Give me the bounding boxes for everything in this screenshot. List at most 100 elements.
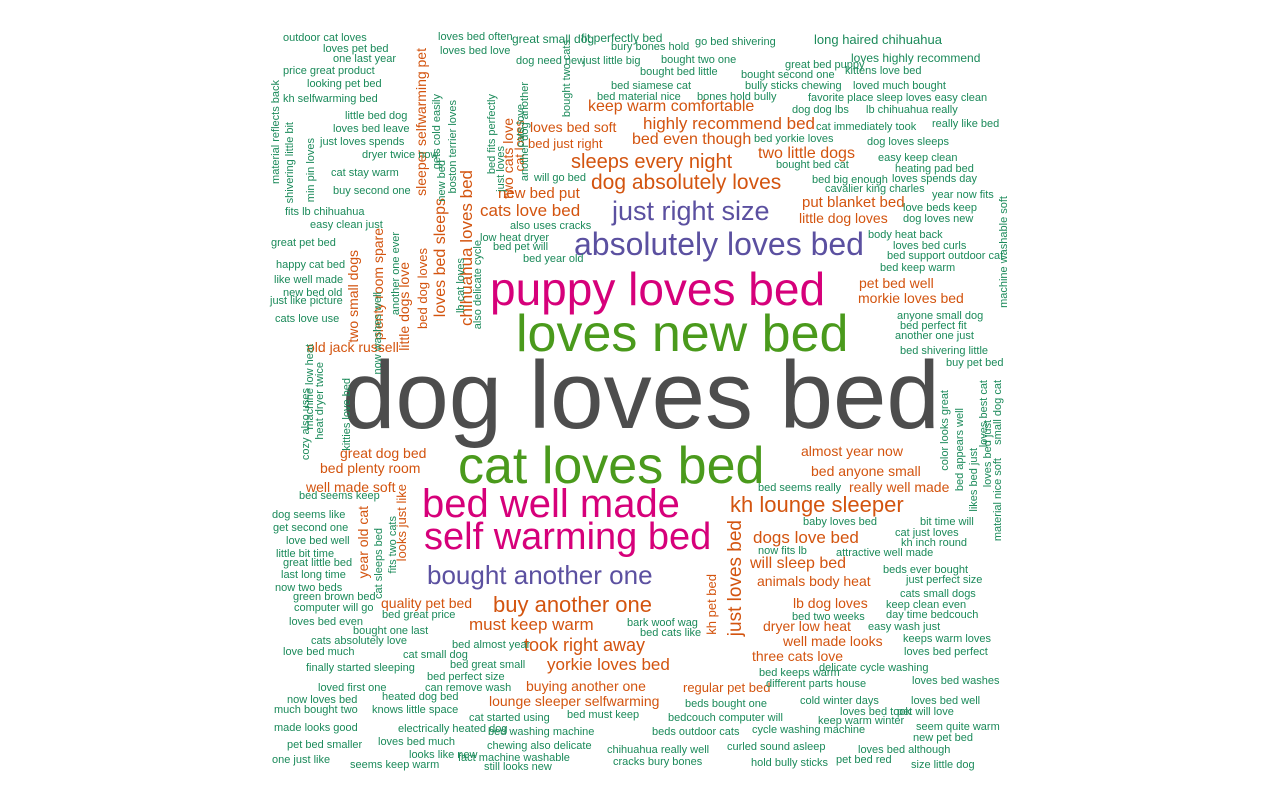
cloud-word: bully sticks chewing	[745, 80, 842, 92]
cloud-word: favorite place sleep loves easy clean	[808, 92, 988, 104]
cloud-word: heated dog bed	[382, 691, 459, 703]
cloud-word: two little dogs	[758, 145, 855, 162]
cloud-word: dog seems like	[272, 509, 346, 521]
cloud-word: attractive well made	[836, 547, 934, 559]
cloud-word: morkie loves bed	[858, 290, 964, 306]
cloud-word: now washes well	[372, 292, 384, 375]
cloud-word: cat immediately took	[816, 121, 917, 133]
cloud-word: fact machine washable	[458, 752, 570, 764]
cloud-word: chewing also delicate	[487, 740, 592, 752]
cloud-word: little bed dog	[345, 110, 408, 122]
cloud-word: bought another one	[427, 560, 653, 590]
cloud-word: little dog loves	[799, 210, 888, 226]
cloud-word: regular pet bed	[683, 680, 771, 695]
cloud-word: now fits lb	[758, 545, 807, 557]
cloud-word: shivering little bit	[284, 122, 296, 204]
cloud-word: bit time will	[920, 516, 974, 528]
cloud-word: bed yorkie loves	[754, 133, 834, 145]
cloud-word: love bed much	[283, 646, 355, 658]
cloud-word: bed must keep	[567, 709, 640, 721]
cloud-word: go bed shivering	[695, 36, 776, 48]
cloud-word: buy second one	[333, 185, 411, 197]
cloud-word: keep warm winter	[818, 715, 905, 727]
cloud-word: bed material nice	[597, 91, 681, 103]
cloud-word: loves bed although	[858, 744, 951, 756]
cloud-word: color looks great	[939, 390, 951, 471]
cloud-word: price great product	[283, 65, 375, 77]
cloud-word: size little dog	[911, 759, 975, 771]
cloud-word: loves new bed	[516, 305, 849, 363]
cloud-word: electrically heated dog	[398, 723, 508, 735]
cloud-word: day time bedcouch	[886, 609, 979, 621]
cloud-word: looking pet bed	[307, 78, 382, 90]
cloud-word: bedcouch computer will	[668, 712, 783, 724]
cloud-word: bed year old	[523, 253, 584, 265]
cloud-word: seems keep warm	[350, 759, 440, 771]
cloud-word: will sleep bed	[750, 555, 847, 572]
cloud-word: low heat dryer	[480, 232, 550, 244]
cloud-word: lb dog loves	[793, 595, 868, 611]
cloud-word: delicate cycle washing	[819, 662, 929, 674]
cloud-word: bed seems really	[758, 482, 842, 494]
cloud-word: loves bed much	[378, 736, 456, 748]
cloud-word: bed two weeks	[792, 611, 865, 623]
cloud-word: loves bed leave	[333, 123, 410, 135]
cloud-word: bought two cats	[561, 40, 573, 118]
cloud-word: cat started using	[469, 712, 550, 724]
cloud-word: great pet bed	[271, 237, 336, 249]
cloud-word: bed seems keep	[299, 490, 380, 502]
cloud-word: loved first one	[318, 682, 387, 694]
cloud-word: buy another one	[493, 592, 653, 617]
cloud-word: loves pet bed	[323, 43, 389, 55]
cloud-word: small dog cat	[992, 380, 1004, 445]
cloud-word: bed keep warm	[880, 262, 956, 274]
cloud-word: lounge sleeper selfwarming	[489, 693, 660, 709]
cloud-word: kitties love bed	[341, 378, 353, 451]
cloud-word: cats small dogs	[900, 588, 976, 600]
cloud-word: dog loves sleeps	[867, 136, 949, 148]
cloud-word: fit perfectly bed	[581, 31, 663, 45]
cloud-word: kh lounge sleeper	[730, 492, 904, 517]
cloud-word: bed anyone small	[811, 463, 921, 479]
cloud-word: new pet bed	[913, 732, 973, 744]
cloud-word: cracks bury bones	[613, 756, 703, 768]
cloud-word: likes bed just	[968, 448, 980, 512]
cloud-word: highly recommend bed	[643, 114, 815, 133]
cloud-word: just perfect size	[906, 574, 983, 586]
cloud-word: different parts house	[766, 678, 867, 690]
cloud-word: loves bed took	[840, 706, 911, 718]
cloud-word: yorkie loves bed	[547, 655, 670, 674]
cloud-word: outdoor cat loves	[283, 32, 367, 44]
cloud-word: bed siamese cat	[611, 80, 692, 92]
cloud-word: also uses cracks	[510, 220, 592, 232]
cloud-word: kh selfwarming bed	[283, 93, 378, 105]
cloud-word: another one just	[895, 330, 974, 342]
cloud-word: like well made	[274, 274, 344, 286]
cloud-word: pet bed well	[859, 275, 934, 291]
cloud-word: material nice soft	[992, 458, 1004, 542]
cloud-word: almost year now	[801, 443, 903, 459]
cloud-word: loves best cat	[978, 380, 990, 448]
cloud-word: one just like	[272, 754, 331, 766]
cloud-word: great bed puppy	[785, 59, 865, 71]
cloud-word: three cats love	[752, 648, 844, 664]
cloud-word: bed almost year	[452, 639, 531, 651]
cloud-word: fits lb chihuahua	[285, 206, 365, 218]
cloud-word: bed big enough	[812, 174, 888, 186]
cloud-word: dog dog lbs	[792, 104, 849, 116]
cloud-word: dog absolutely loves	[591, 171, 782, 194]
cloud-word: looks like new	[409, 749, 478, 761]
cloud-word: really like bed	[932, 118, 1000, 130]
cloud-word: just right size	[612, 196, 770, 226]
cloud-word: bed perfect size	[427, 671, 505, 683]
cloud-word: bought bed cat	[776, 159, 849, 171]
cloud-word: cycle washing machine	[752, 724, 866, 736]
cloud-word: absolutely loves bed	[574, 226, 864, 262]
cloud-word: pet will love	[897, 706, 954, 718]
cloud-word: beds ever bought	[883, 564, 969, 576]
cloud-word: still looks new	[484, 761, 552, 773]
cloud-word: beds bought one	[685, 698, 767, 710]
cloud-word: also delicate cycle	[472, 240, 484, 330]
cloud-word: dryer low heat	[763, 618, 851, 634]
